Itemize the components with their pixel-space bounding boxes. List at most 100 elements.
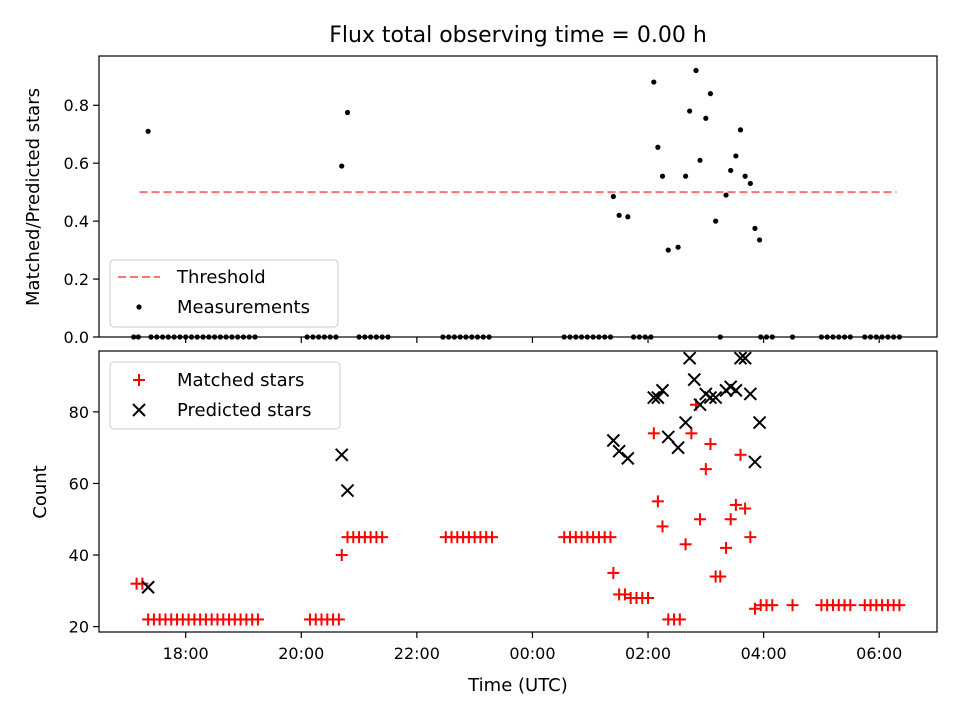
matched-star-point	[786, 599, 799, 612]
predicted-star-point	[340, 483, 355, 498]
measurement-point	[687, 108, 693, 114]
ratio-y-axis-label: Matched/Predicted stars	[23, 88, 44, 306]
x-tick-label: 04:00	[741, 644, 787, 663]
threshold-legend-label: Threshold	[176, 267, 266, 288]
matched-star-point	[724, 513, 737, 526]
predicted-star-point	[621, 451, 635, 466]
measurement-point	[339, 163, 345, 169]
count-panel: 20 40 60 80 18:00 20:00 22:00 00:00 02:00 04:00 0…	[30, 350, 938, 696]
y-tick-label: 60	[69, 474, 89, 493]
y-tick-label: 0.8	[64, 96, 89, 115]
matched-star-point	[729, 498, 742, 511]
measurement-point	[651, 79, 657, 85]
ratio-x-ticks	[185, 337, 880, 343]
count-plot-frame	[98, 350, 938, 633]
matched-star-point	[332, 613, 345, 626]
y-tick-label: 20	[69, 618, 89, 637]
matched-star-point	[607, 566, 620, 579]
predicted-star-point	[733, 351, 748, 365]
measurement-point	[344, 109, 351, 116]
matched-legend-label: Matched stars	[177, 370, 304, 391]
count-y-axis-label: Count	[30, 465, 51, 518]
predicted-star-point	[693, 397, 707, 412]
matched-star-point	[642, 591, 655, 604]
count-legend-box	[109, 361, 341, 430]
matched-star-point	[376, 531, 389, 544]
predicted-star-point	[335, 448, 349, 462]
measurement-point	[665, 247, 671, 253]
predicted-star-point	[687, 372, 701, 387]
x-tick-label: 02:00	[625, 644, 671, 663]
predicted-star-point	[678, 415, 693, 430]
y-tick-label: 0.2	[64, 270, 89, 289]
predicted-legend-swatch	[132, 403, 146, 417]
x-tick-label: 18:00	[163, 644, 209, 663]
matched-star-point	[739, 502, 752, 515]
y-tick-label: 0.0	[64, 328, 89, 347]
measurement-point	[742, 173, 748, 179]
predicted-star-point	[743, 387, 758, 401]
x-tick-label: 20:00	[278, 644, 324, 663]
measurement-point	[733, 153, 739, 159]
predicted-star-point	[647, 390, 661, 405]
x-tick-label: 00:00	[509, 644, 555, 663]
count-y-ticks: 20 40 60 80	[69, 403, 99, 637]
measurement-point	[707, 91, 714, 97]
matched-star-point	[766, 599, 779, 612]
measurement-point	[659, 173, 666, 179]
measurement-point	[675, 244, 681, 250]
predicted-star-point	[141, 580, 155, 594]
measurement-point	[737, 127, 744, 133]
matched-star-point	[647, 427, 660, 440]
predicted-star-point	[703, 390, 718, 405]
measurement-point	[683, 173, 689, 179]
x-tick-label: 06:00	[856, 644, 902, 663]
y-tick-label: 40	[69, 546, 89, 565]
measurement-point	[752, 225, 758, 231]
measurement-point	[693, 67, 699, 74]
count-x-ticks: 18:00 20:00 22:00 00:00 02:00 04:00 06:00	[163, 632, 902, 663]
matched-star-point	[335, 549, 348, 562]
measurement-point	[723, 192, 729, 198]
measurement-point	[703, 115, 709, 121]
matched-star-point	[656, 520, 669, 533]
matched-star-point	[651, 495, 664, 508]
matched-star-point	[704, 438, 717, 451]
y-tick-label: 80	[69, 403, 89, 422]
matched-star-point	[485, 531, 498, 544]
predicted-star-point	[738, 351, 752, 365]
predicted-star-point	[752, 415, 767, 430]
matched-star-point	[136, 577, 149, 590]
matched-legend-swatch	[133, 374, 145, 386]
measurement-point	[145, 128, 151, 134]
matched-star-point	[714, 570, 727, 583]
measurement-point	[728, 167, 734, 174]
measurement-point	[616, 212, 622, 218]
matched-star-point	[694, 513, 707, 526]
matched-star-point	[604, 531, 617, 544]
predicted-star-point	[655, 383, 670, 398]
matched-star-point	[673, 613, 686, 626]
matched-star-point	[844, 599, 857, 612]
predicted-star-point	[606, 433, 621, 448]
matched-star-point	[685, 427, 698, 440]
ratio-legend-box	[109, 259, 339, 328]
measurement-point	[747, 180, 753, 187]
matched-star-point	[699, 463, 712, 476]
matched-star-point	[679, 538, 692, 551]
measurements-legend-label: Measurements	[177, 297, 310, 318]
ratio-legend: Threshold Measurements	[109, 259, 339, 328]
count-points	[130, 351, 906, 626]
ratio-plot-frame	[98, 55, 938, 338]
measurement-point	[697, 157, 703, 163]
matched-star-point	[744, 531, 757, 544]
matched-star-point	[734, 448, 747, 461]
y-tick-label: 0.4	[64, 212, 89, 231]
predicted-star-point	[651, 390, 665, 405]
count-legend: Matched stars Predicted stars	[109, 361, 341, 430]
matched-star-point	[720, 541, 733, 554]
predicted-star-point	[671, 440, 685, 455]
ratio-panel: 0.00.20.40.60.8 Matched/Predicted stars …	[23, 55, 938, 347]
matched-star-point	[893, 599, 906, 612]
